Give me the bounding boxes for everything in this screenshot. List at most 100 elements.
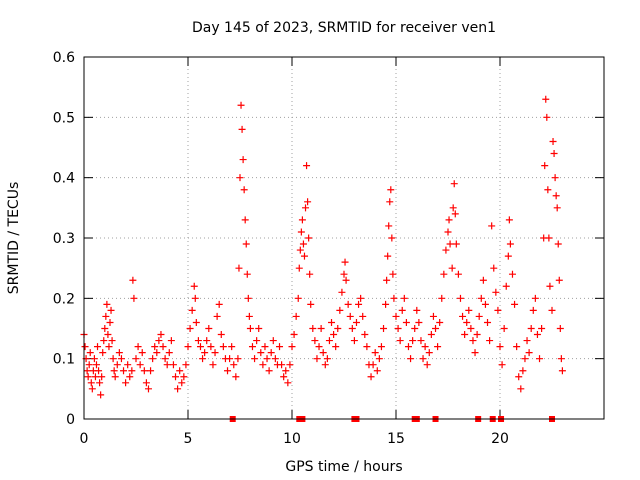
- data-point: [128, 367, 136, 375]
- data-point: [411, 325, 419, 332]
- data-point: [317, 325, 325, 332]
- data-point: [456, 294, 464, 302]
- data-point: [382, 300, 390, 308]
- data-point: [297, 228, 305, 236]
- data-point: [452, 240, 460, 248]
- data-point: [271, 355, 279, 363]
- data-point: [471, 349, 479, 357]
- data-point: [226, 355, 234, 363]
- data-point: [533, 331, 541, 339]
- data-point: [99, 349, 107, 357]
- data-point: [315, 343, 323, 351]
- data-point: [215, 300, 223, 308]
- data-point: [142, 379, 150, 387]
- data-point: [348, 325, 356, 332]
- data-point: [500, 325, 508, 332]
- data-point: [194, 337, 202, 345]
- data-point: [165, 349, 173, 357]
- data-point: [415, 318, 423, 326]
- data-point: [172, 373, 180, 381]
- data-point: [352, 318, 360, 326]
- data-point: [191, 294, 199, 302]
- x-axis-label: GPS time / hours: [285, 459, 402, 475]
- x-tick-label: 5: [184, 431, 193, 447]
- data-point: [375, 355, 383, 363]
- data-point: [553, 204, 561, 212]
- data-point: [328, 318, 336, 326]
- data-point: [188, 306, 196, 314]
- data-point: [120, 367, 128, 375]
- data-point: [298, 216, 306, 224]
- data-point: [95, 367, 103, 375]
- data-point: [544, 186, 552, 194]
- data-point: [303, 162, 311, 170]
- data-point: [278, 361, 286, 369]
- data-point: [502, 282, 510, 290]
- data-point: [555, 276, 563, 284]
- data-point: [531, 294, 539, 302]
- data-point: [484, 318, 492, 326]
- data-point: [536, 355, 544, 363]
- data-point: [136, 361, 144, 369]
- data-point: [259, 361, 267, 369]
- data-point: [157, 331, 165, 339]
- data-point: [515, 373, 523, 381]
- data-point: [265, 367, 273, 375]
- data-point: [88, 385, 96, 393]
- data-point: [313, 355, 321, 363]
- y-axis-label: SRMTID / TECUs: [6, 182, 22, 295]
- data-point: [407, 355, 415, 363]
- chart-title: Day 145 of 2023, SRMTID for receiver ven…: [192, 20, 496, 36]
- data-point: [167, 337, 175, 345]
- data-point: [551, 174, 559, 182]
- data-point: [98, 373, 106, 381]
- data-point: [129, 276, 137, 284]
- data-point: [138, 349, 146, 357]
- data-point: [323, 355, 331, 363]
- data-point: [103, 300, 111, 308]
- data-point: [554, 240, 562, 248]
- data-point: [96, 379, 104, 387]
- data-point: [400, 294, 408, 302]
- data-point: [92, 361, 100, 369]
- plot-frame: [83, 56, 605, 420]
- data-point: [238, 125, 246, 133]
- data-point: [91, 373, 99, 381]
- data-point: [496, 343, 504, 351]
- data-point: [251, 355, 259, 363]
- data-point: [196, 343, 204, 351]
- data-point: [359, 312, 367, 320]
- data-point: [444, 228, 452, 236]
- data-point: [178, 379, 186, 387]
- data-point: [355, 300, 363, 308]
- data-point: [557, 355, 565, 363]
- data-point: [155, 337, 163, 345]
- data-point: [100, 337, 108, 345]
- grid-layer: [84, 57, 604, 419]
- data-point: [371, 349, 379, 357]
- data-point: [442, 246, 450, 254]
- data-point: [511, 300, 519, 308]
- data-point: [147, 367, 155, 375]
- data-point: [241, 216, 249, 224]
- y-tick-label: 0.2: [53, 291, 75, 307]
- data-point: [228, 343, 236, 351]
- data-point: [234, 355, 242, 363]
- data-point: [236, 174, 244, 182]
- data-point: [224, 367, 232, 375]
- data-point: [465, 306, 473, 314]
- data-point: [243, 270, 251, 278]
- y-tick-label: 0.1: [53, 352, 75, 368]
- y-tick-label: 0.4: [53, 171, 75, 187]
- data-point: [102, 312, 110, 320]
- data-point: [330, 331, 338, 339]
- data-point: [385, 222, 393, 230]
- data-point: [211, 349, 219, 357]
- data-point: [85, 361, 93, 369]
- data-point: [438, 294, 446, 302]
- data-point: [336, 306, 344, 314]
- data-point: [307, 300, 315, 308]
- data-point: [421, 343, 429, 351]
- data-point: [255, 325, 263, 332]
- data-point: [556, 325, 564, 332]
